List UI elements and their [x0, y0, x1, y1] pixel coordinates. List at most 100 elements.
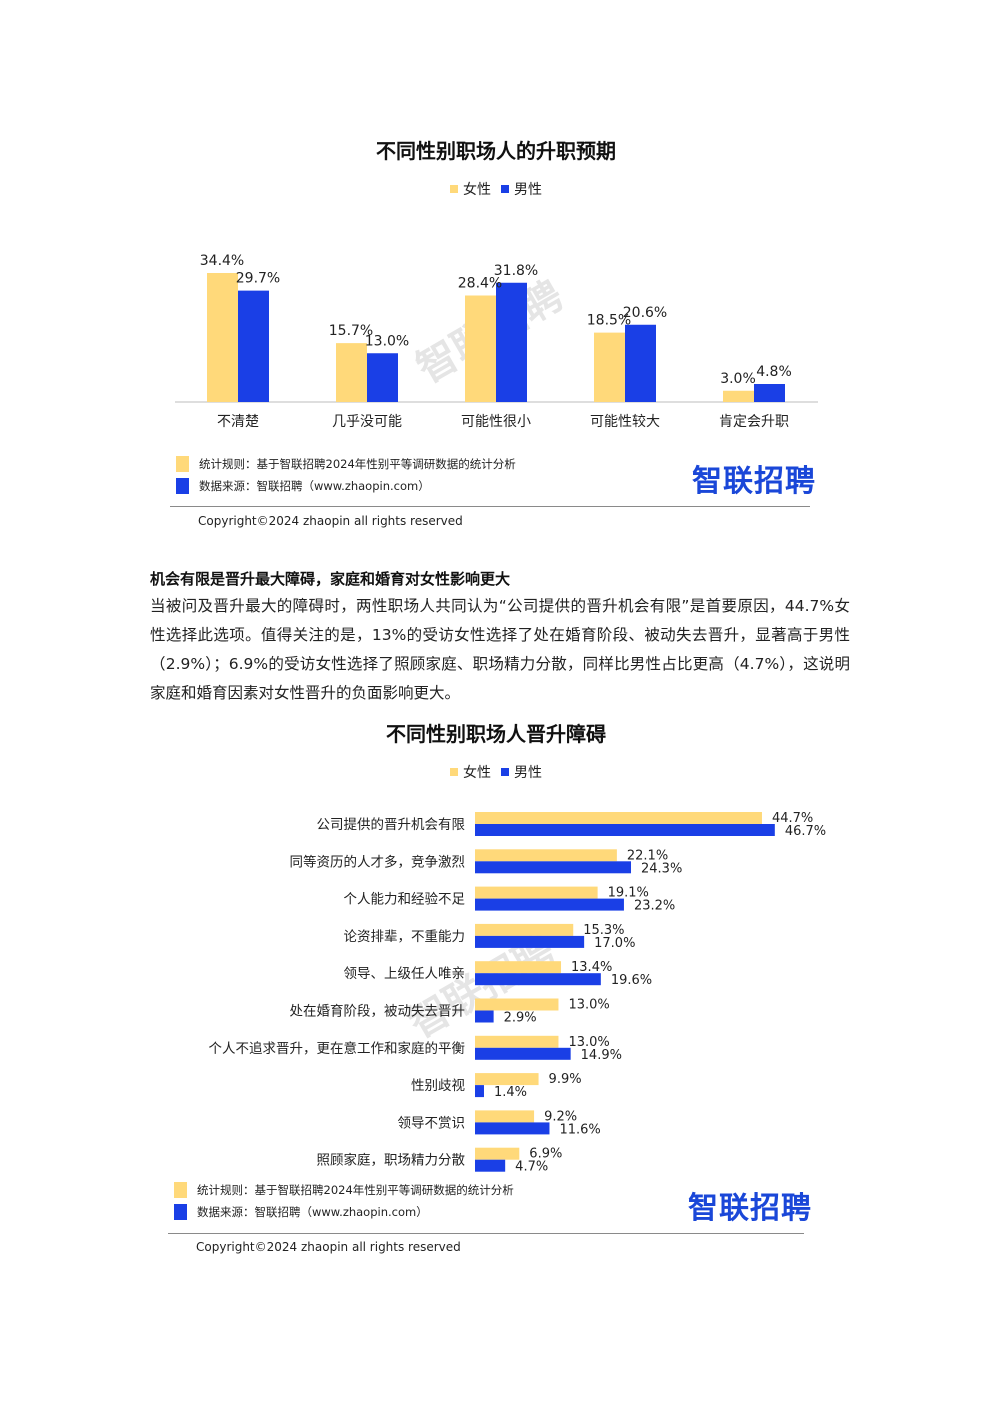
- data-label-male: 19.6%: [611, 973, 652, 988]
- bar-male: [475, 898, 624, 911]
- data-label-male: 29.7%: [236, 271, 280, 287]
- bar-female: [475, 812, 762, 824]
- bar-female: [475, 1073, 539, 1086]
- legend2-male-label: 男性: [514, 765, 542, 781]
- bar-male: [475, 1159, 506, 1172]
- category-label: 可能性很小: [461, 414, 531, 430]
- bar-female: [475, 849, 617, 862]
- data-label-female: 6.9%: [529, 1147, 562, 1162]
- note-male-swatch: [176, 478, 189, 494]
- bar-female: [207, 273, 238, 402]
- bar-female: [336, 343, 367, 402]
- divider-2: [168, 1233, 804, 1234]
- copyright: Copyright©2024 zhaopin all rights reserv…: [198, 514, 463, 528]
- bar-male: [475, 1010, 494, 1023]
- data-label-male: 11.6%: [559, 1122, 600, 1137]
- data-label-male: 13.0%: [365, 333, 409, 349]
- data-label-female: 13.4%: [571, 960, 612, 975]
- category-label: 同等资历的人才多，竞争激烈: [290, 853, 466, 870]
- data-label-female: 44.7%: [772, 811, 813, 826]
- bar-male: [475, 935, 585, 948]
- chart2-legend: 女性 男性: [450, 762, 548, 782]
- category-label: 论资排辈，不重能力: [344, 929, 466, 945]
- category-label: 不清楚: [217, 414, 259, 430]
- rule-note: 统计规则：基于智联招聘2024年性别平等调研数据的统计分析: [199, 457, 516, 471]
- legend-female-label: 女性: [463, 182, 491, 198]
- bar-male: [475, 1085, 484, 1098]
- category-label: 公司提供的晋升机会有限: [317, 817, 466, 833]
- chart2-footer-notes: 统计规则：基于智联招聘2024年性别平等调研数据的统计分析 数据来源：智联招聘（…: [174, 1182, 514, 1220]
- brand-logo-2: 智联招聘: [688, 1191, 812, 1226]
- legend-female-swatch: [450, 185, 458, 193]
- category-label: 领导、上级任人唯亲: [344, 966, 466, 982]
- divider: [170, 506, 810, 507]
- bar-female: [475, 886, 598, 899]
- category-label: 处在婚育阶段，被动失去晋升: [290, 1004, 466, 1020]
- data-label-female: 22.1%: [627, 848, 668, 863]
- category-label: 几乎没可能: [332, 414, 402, 430]
- data-label-male: 4.8%: [756, 364, 792, 380]
- section-body: 当被问及晋升最大的障碍时，两性职场人共同认为“公司提供的晋升机会有限”是首要原因…: [150, 597, 850, 702]
- legend2-female-swatch: [450, 768, 458, 776]
- bar-female: [475, 923, 574, 936]
- source-note-2: 数据来源：智联招聘（www.zhaopin.com）: [197, 1205, 428, 1219]
- chart2-title: 不同性别职场人晋升障碍: [386, 722, 606, 746]
- note2-male-swatch: [174, 1204, 187, 1220]
- bar-female: [475, 1147, 520, 1160]
- copyright-2: Copyright©2024 zhaopin all rights reserv…: [196, 1240, 461, 1254]
- data-label-female: 15.3%: [583, 923, 624, 938]
- bar-male: [475, 1047, 571, 1060]
- bar-female: [475, 961, 562, 974]
- note2-female-swatch: [174, 1182, 187, 1198]
- data-label-female: 13.0%: [568, 1035, 609, 1050]
- data-label-female: 19.1%: [608, 886, 649, 901]
- chart1-svg: 34.4% 29.7% 不清楚 15.7%13.0% 几乎没可能 28.4%31.8% 可能…: [175, 253, 818, 430]
- category-label: 照顾家庭，职场精力分散: [317, 1152, 466, 1169]
- data-label-male: 17.0%: [594, 936, 635, 951]
- bar-male: [496, 282, 527, 402]
- rule-note-2: 统计规则：基于智联招聘2024年性别平等调研数据的统计分析: [197, 1183, 514, 1197]
- data-label-male: 23.2%: [634, 899, 675, 914]
- bar-male: [475, 1122, 550, 1135]
- bar-male: [475, 973, 601, 986]
- source-note: 数据来源：智联招聘（www.zhaopin.com）: [199, 479, 430, 493]
- legend-male-label: 男性: [514, 182, 542, 198]
- data-label-female: 18.5%: [587, 313, 631, 329]
- category-label: 个人能力和经验不足: [344, 892, 466, 908]
- category-label: 个人不追求晋升，更在意工作和家庭的平衡: [209, 1040, 466, 1057]
- category-label: 领导不赏识: [398, 1115, 466, 1131]
- data-label-male: 31.8%: [494, 263, 538, 279]
- data-label-male: 24.3%: [641, 861, 682, 876]
- bar-female: [475, 1110, 535, 1123]
- bar-male: [754, 384, 785, 402]
- data-label-female: 15.7%: [329, 323, 373, 339]
- note-female-swatch: [176, 456, 189, 472]
- bar-male: [625, 324, 656, 402]
- bar-female: [723, 390, 754, 402]
- data-label-female: 13.0%: [568, 998, 609, 1013]
- bar-male: [475, 861, 632, 874]
- brand-logo: 智联招聘: [692, 464, 816, 499]
- data-label-male: 2.9%: [504, 1011, 537, 1026]
- data-label-female: 28.4%: [458, 276, 502, 292]
- bar-male: [475, 824, 775, 836]
- data-label-female: 34.4%: [200, 253, 244, 269]
- chart2-svg: 44.7%46.7% 公司提供的晋升机会有限 22.1%24.3% 同等资历的人才多，…: [209, 811, 827, 1175]
- category-label: 性别歧视: [411, 1078, 465, 1094]
- bar-female: [465, 295, 496, 402]
- data-label-male: 14.9%: [581, 1048, 622, 1063]
- category-label: 肯定会升职: [719, 414, 789, 430]
- legend-male-swatch: [501, 185, 509, 193]
- data-label-male: 4.7%: [515, 1160, 548, 1175]
- bar-female: [594, 332, 625, 402]
- bar-male: [238, 290, 269, 402]
- legend2-female-label: 女性: [463, 765, 491, 781]
- data-label-female: 9.2%: [544, 1109, 577, 1124]
- data-label-male: 20.6%: [623, 305, 667, 321]
- bar-male: [367, 353, 398, 402]
- data-label-male: 46.7%: [785, 824, 826, 839]
- data-label-female: 3.0%: [720, 371, 756, 387]
- chart1-legend: 女性 男性: [450, 179, 548, 199]
- bar-female: [475, 998, 559, 1011]
- section-heading: 机会有限是晋升最大障碍，家庭和婚育对女性影响更大: [150, 570, 511, 588]
